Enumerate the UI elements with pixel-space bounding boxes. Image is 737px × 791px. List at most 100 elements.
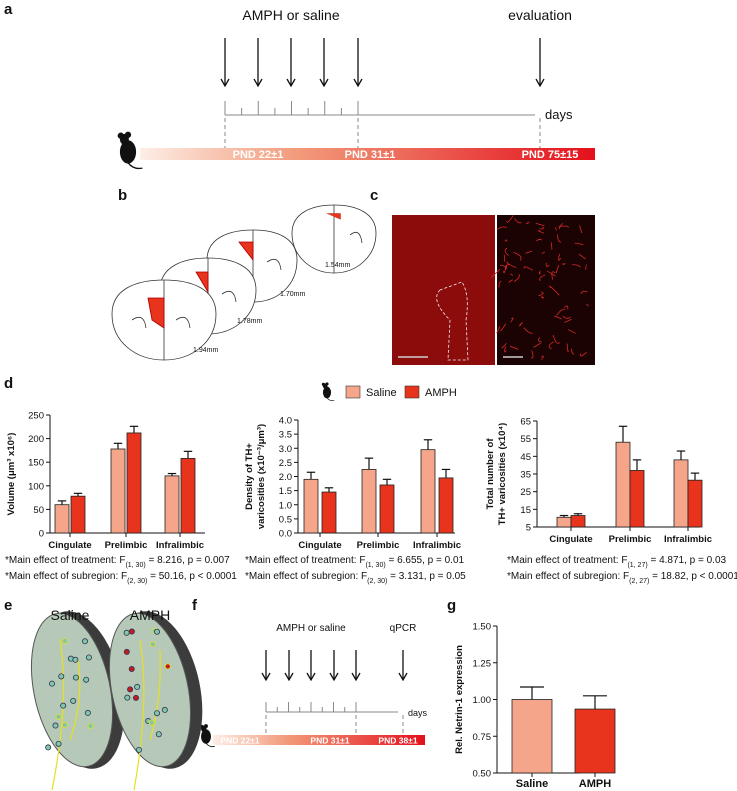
fiber xyxy=(539,270,541,275)
bar xyxy=(511,699,553,774)
bar xyxy=(303,478,319,534)
fiber xyxy=(558,253,562,261)
stat-note: *Main effect of subregion: F(2, 30) = 50… xyxy=(5,571,237,585)
y-axis-label: varicosities (x10⁻³/μm³) xyxy=(256,424,267,529)
cell xyxy=(123,648,130,655)
cell xyxy=(87,722,94,729)
y-tick-label: 1.25 xyxy=(473,658,492,669)
y-tick-label: 1.5 xyxy=(279,486,292,497)
cell xyxy=(49,680,56,687)
fiber xyxy=(540,355,544,360)
bar xyxy=(110,448,126,534)
slice-label: 1.78mm xyxy=(237,318,262,325)
cell xyxy=(55,713,62,720)
fiber xyxy=(559,223,564,229)
x-tick-label: Cingulate xyxy=(48,540,91,551)
y-tick-label: 3.5 xyxy=(279,430,292,441)
cell xyxy=(134,683,141,690)
timeline-mark: PND 31±1 xyxy=(345,149,396,161)
fiber xyxy=(567,329,576,334)
arrow-head xyxy=(220,78,230,88)
cell xyxy=(72,674,79,681)
fiber xyxy=(538,337,542,343)
cell xyxy=(154,710,161,717)
fiber xyxy=(500,323,507,332)
arrow-head xyxy=(306,672,316,682)
y-tick-label: 55 xyxy=(520,434,531,445)
cell xyxy=(153,628,160,635)
y-tick-label: 2.5 xyxy=(279,458,292,469)
fiber xyxy=(533,342,542,348)
fiber xyxy=(498,280,502,288)
mouse-icon xyxy=(321,381,335,402)
y-tick-label: 65 xyxy=(520,417,531,428)
x-tick-label: AMPH xyxy=(579,778,611,790)
legend-label: AMPH xyxy=(425,387,457,399)
bar xyxy=(570,515,586,528)
fiber xyxy=(580,290,588,295)
y-tick-label: 5 xyxy=(526,523,531,534)
fiber xyxy=(557,234,562,243)
fibers xyxy=(491,215,589,360)
cell xyxy=(164,663,171,670)
timeline-label: AMPH or saline xyxy=(242,7,339,23)
stat-note-part: = 4.871, p = 0.03 xyxy=(648,555,727,566)
fiber xyxy=(506,215,514,223)
fiber xyxy=(554,315,562,320)
arrow-head xyxy=(351,672,361,682)
fiber xyxy=(562,316,572,319)
y-tick-label: 0.0 xyxy=(279,529,292,540)
fiber xyxy=(550,242,553,250)
stat-note-part: = 18.82, p < 0.0001 xyxy=(649,571,737,582)
bar xyxy=(379,484,395,534)
fiber xyxy=(558,225,570,228)
slice-illustration xyxy=(30,611,203,791)
fiber xyxy=(537,230,545,234)
cell xyxy=(128,666,135,673)
y-axis-label: Total number of xyxy=(485,438,496,510)
mouse-icon xyxy=(116,130,144,170)
y-tick-label: 15 xyxy=(520,505,531,516)
x-tick-label: Infralimbic xyxy=(664,534,712,545)
bar xyxy=(687,479,703,528)
fiber xyxy=(579,225,583,234)
cell xyxy=(61,637,68,644)
brain-slices xyxy=(111,204,377,361)
stat-note-part: *Main effect of subregion: F xyxy=(507,571,629,582)
bar xyxy=(420,449,436,534)
fiber xyxy=(539,226,544,230)
bar xyxy=(321,491,337,534)
stat-note: *Main effect of treatment: F(1, 30) = 8.… xyxy=(5,555,230,569)
fiber xyxy=(546,270,556,277)
y-tick-label: 3.0 xyxy=(279,444,292,455)
arrow-head xyxy=(284,672,294,682)
cell xyxy=(58,673,65,680)
y-axis-label: Rel. Netrin-1 expression xyxy=(454,645,465,754)
fiber xyxy=(503,265,508,274)
illustration-title: Saline xyxy=(51,607,90,623)
micrograph xyxy=(497,215,595,365)
bar xyxy=(615,441,631,528)
stat-note: *Main effect of treatment: F(1, 27) = 4.… xyxy=(507,555,727,569)
stat-note-part: (1, 27) xyxy=(627,562,647,569)
x-tick-label: Infralimbic xyxy=(156,540,204,551)
y-axis-label: Density of TH+ xyxy=(244,443,255,510)
stat-note-part: = 6.655, p = 0.01 xyxy=(386,555,465,566)
fiber xyxy=(541,296,545,299)
x-tick-label: Cingulate xyxy=(298,540,341,551)
stat-note-part: *Main effect of treatment: F xyxy=(245,555,365,566)
bar xyxy=(673,459,689,528)
x-tick-label: Saline xyxy=(516,778,548,790)
axis-label: days xyxy=(545,107,573,122)
stat-note-part: (2, 30) xyxy=(127,578,147,585)
y-tick-label: 25 xyxy=(520,487,531,498)
cell xyxy=(72,656,79,663)
fiber xyxy=(552,334,561,344)
fiber xyxy=(505,264,510,271)
stat-note-part: = 50.16, p < 0.0001 xyxy=(147,571,237,582)
y-tick-label: 35 xyxy=(520,470,531,481)
arrow-head xyxy=(535,78,545,88)
fiber xyxy=(541,251,545,255)
bar xyxy=(574,708,616,774)
bar xyxy=(54,504,70,534)
